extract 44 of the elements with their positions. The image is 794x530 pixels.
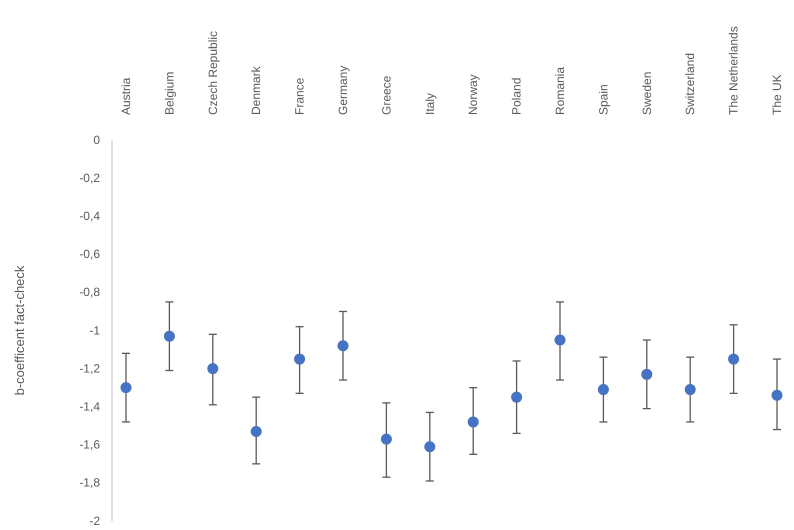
x-tick-label: Greece xyxy=(379,75,394,115)
x-tick-label: Italy xyxy=(422,92,437,115)
point xyxy=(380,434,392,445)
x-tick-label: Belgium xyxy=(162,72,176,115)
point xyxy=(728,354,740,365)
point xyxy=(120,382,132,394)
point xyxy=(294,354,306,365)
y-tick-label: -1 xyxy=(89,323,100,338)
point xyxy=(207,363,218,374)
x-tick-label: Denmark xyxy=(249,65,264,115)
point xyxy=(468,416,479,428)
y-tick-label: -1,6 xyxy=(79,438,100,452)
y-tick-label: -1,8 xyxy=(79,476,100,490)
y-tick-label: -2 xyxy=(89,514,100,528)
y-tick-label: -1,4 xyxy=(79,400,100,414)
point xyxy=(424,441,436,452)
x-tick-label: The Netherlands xyxy=(726,26,741,115)
x-tick-label: Romania xyxy=(553,66,567,115)
x-tick-label: Germany xyxy=(336,66,350,115)
point xyxy=(554,334,566,346)
y-tick-label: -0,6 xyxy=(79,247,100,262)
x-tick-label: Norway xyxy=(466,74,480,115)
y-tick-label: -0,2 xyxy=(79,170,100,185)
x-tick-label: Switzerland xyxy=(683,52,698,115)
x-tick-label: Sweden xyxy=(640,72,654,115)
point xyxy=(250,426,262,437)
y-tick-label: 0 xyxy=(93,132,100,147)
x-tick-label: Austria xyxy=(119,77,133,115)
y-axis-title: b-coefficent fact-check xyxy=(12,265,27,396)
x-tick-label: Spain xyxy=(596,84,610,115)
point xyxy=(772,390,782,401)
point xyxy=(598,384,609,396)
point xyxy=(641,368,652,380)
point xyxy=(338,340,348,352)
x-tick-label: The UK xyxy=(770,74,784,115)
point xyxy=(164,330,175,342)
y-tick-label: -0,8 xyxy=(79,285,100,300)
y-tick-label: -1,2 xyxy=(79,361,100,376)
x-tick-label: France xyxy=(292,77,307,115)
point xyxy=(684,384,696,396)
point xyxy=(511,392,522,403)
x-tick-label: Czech Republic xyxy=(206,30,220,115)
y-tick-label: -0,4 xyxy=(79,209,100,224)
x-tick-label: Poland xyxy=(510,78,524,115)
